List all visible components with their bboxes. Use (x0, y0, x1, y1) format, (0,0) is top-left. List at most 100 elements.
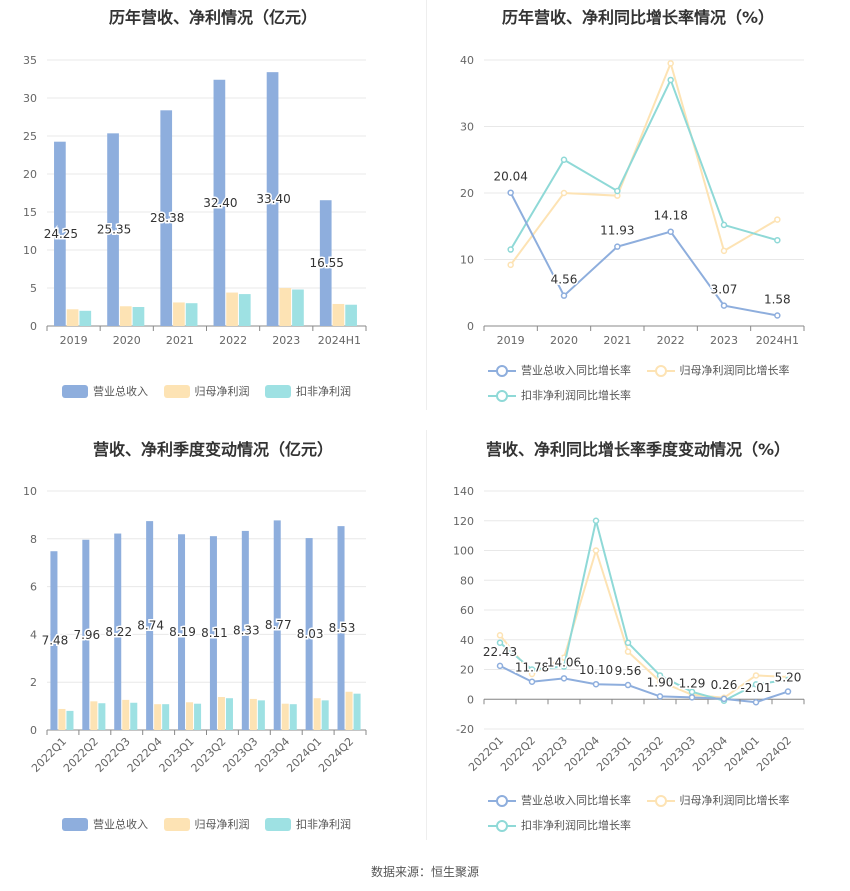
y-tick-label: 4 (30, 628, 37, 641)
bar (66, 710, 74, 730)
bar (132, 307, 145, 326)
legend-label: 归母净利润 (194, 385, 250, 398)
data-point (560, 292, 568, 299)
quarter-bar-panel: 营收、净利季度变动情况（亿元） 0 2 4 6 8 10 7.48 7.96 8.22 8.74 8… (0, 430, 426, 850)
y-tick-label: 10 (460, 254, 474, 267)
data-point (720, 695, 728, 703)
chart-title: 历年营收、净利情况（亿元） (108, 8, 317, 27)
bar (54, 141, 66, 326)
x-tick-label: 2024Q2 (754, 734, 794, 774)
bar (122, 699, 130, 730)
data-point (592, 517, 600, 524)
legend-swatch (488, 820, 516, 832)
legend: 营业总收入 归母净利润 扣非净利润 (62, 816, 363, 834)
bar (66, 309, 79, 326)
data-point (720, 302, 728, 309)
bar (130, 702, 138, 730)
data-point (774, 216, 781, 223)
bar (289, 704, 297, 730)
x-tick-label: 2019 (60, 334, 88, 347)
data-label: 8.03 (297, 627, 324, 641)
data-point (774, 236, 781, 244)
bar (82, 539, 90, 730)
data-label: 5.20 (775, 671, 802, 685)
data-label: 8.11 (201, 626, 228, 640)
x-tick-label: 2023 (272, 334, 300, 347)
panel-divider (426, 430, 427, 840)
data-point (656, 693, 664, 700)
y-tick-label: 0 (30, 320, 37, 333)
data-label: 7.48 (42, 634, 69, 648)
bar (273, 520, 281, 730)
bar (173, 302, 185, 326)
annual-line-chart: 0 10 20 30 40 20.04 4.56 11.93 14.18 3.07 1.58 2019… (460, 54, 805, 347)
data-point (496, 639, 504, 646)
bar (185, 303, 198, 326)
x-tick-label: 2020 (550, 334, 578, 347)
legend-item-net-growth[interactable]: 归母净利润同比增长率 (646, 790, 790, 812)
data-label: 10.10 (579, 663, 613, 677)
data-label: 22.43 (483, 645, 517, 659)
data-label: 9.56 (615, 664, 642, 678)
data-point (560, 156, 568, 163)
legend-item-revenue[interactable]: 营业总收入 (62, 383, 148, 399)
series-line (509, 60, 778, 266)
y-tick-label: 0 (467, 320, 474, 333)
data-label: 3.07 (711, 283, 738, 297)
bar (162, 704, 170, 730)
data-label: 20.04 (493, 170, 527, 184)
bar (79, 310, 92, 326)
quarter-line-panel: 营收、净利同比增长率季度变动情况（%） -20 0 20 40 60 80 100 120 14… (426, 430, 850, 850)
y-tick-label: 0 (467, 693, 474, 706)
y-tick-label: 30 (23, 92, 37, 105)
y-tick-label: 20 (460, 187, 474, 200)
legend-item-deducted-growth[interactable]: 扣非净利润同比增长率 (488, 385, 631, 407)
data-label: 8.19 (169, 625, 196, 639)
legend-item-net-profit[interactable]: 归母净利润 (163, 383, 250, 399)
bar (213, 79, 226, 326)
data-label: 14.06 (547, 655, 581, 669)
bar (186, 702, 194, 730)
bar (321, 700, 329, 730)
data-point (784, 676, 792, 684)
bar (241, 530, 249, 730)
legend-item-deducted[interactable]: 扣非净利润 (265, 816, 351, 832)
data-point (667, 60, 674, 67)
legend-item-revenue[interactable]: 营业总收入 (62, 816, 148, 832)
legend-label: 归母净利润同比增长率 (679, 794, 790, 807)
bar (266, 72, 279, 326)
legend-label: 归母净利润同比增长率 (679, 364, 790, 377)
y-tick-label: 35 (23, 54, 37, 67)
data-label: 24.25 (44, 227, 78, 241)
legend-item-net-profit[interactable]: 归母净利润 (163, 816, 250, 832)
legend-swatch (646, 795, 675, 807)
data-point (528, 666, 536, 673)
legend-swatch (646, 365, 675, 377)
bar (178, 534, 186, 730)
legend-item-revenue-growth[interactable]: 营业总收入同比增长率 (488, 790, 631, 812)
x-tick-label: 2021 (166, 334, 194, 347)
bar (319, 200, 332, 326)
legend-item-net-growth[interactable]: 归母净利润同比增长率 (646, 360, 790, 382)
x-tick-label: 2024H1 (756, 334, 799, 347)
data-point (560, 663, 568, 670)
legend-label: 营业总收入同比增长率 (521, 794, 631, 807)
bar (50, 551, 58, 730)
data-label: 8.22 (105, 625, 132, 639)
data-point (614, 243, 621, 250)
quarter-bar-chart: 0 2 4 6 8 10 7.48 7.96 8.22 8.74 8.19 8.11 8.33 8.77 8… (23, 485, 367, 775)
data-label: 33.40 (256, 192, 290, 206)
data-label: 16.55 (310, 256, 344, 270)
x-tick-label: 2024H1 (318, 334, 361, 347)
data-label: 14.18 (653, 209, 687, 223)
data-label: 11.93 (600, 224, 634, 238)
legend-swatch (163, 817, 190, 831)
legend-item-deducted[interactable]: 扣非净利润 (265, 383, 351, 399)
legend-label: 营业总收入 (93, 385, 148, 398)
data-label: 4.56 (551, 273, 578, 287)
legend-item-deducted-growth[interactable]: 扣非净利润同比增长率 (488, 815, 631, 837)
y-tick-label: 6 (30, 581, 37, 594)
data-point (560, 675, 568, 682)
legend-label: 扣非净利润 (296, 818, 351, 831)
legend-item-revenue-growth[interactable]: 营业总收入同比增长率 (488, 360, 631, 382)
